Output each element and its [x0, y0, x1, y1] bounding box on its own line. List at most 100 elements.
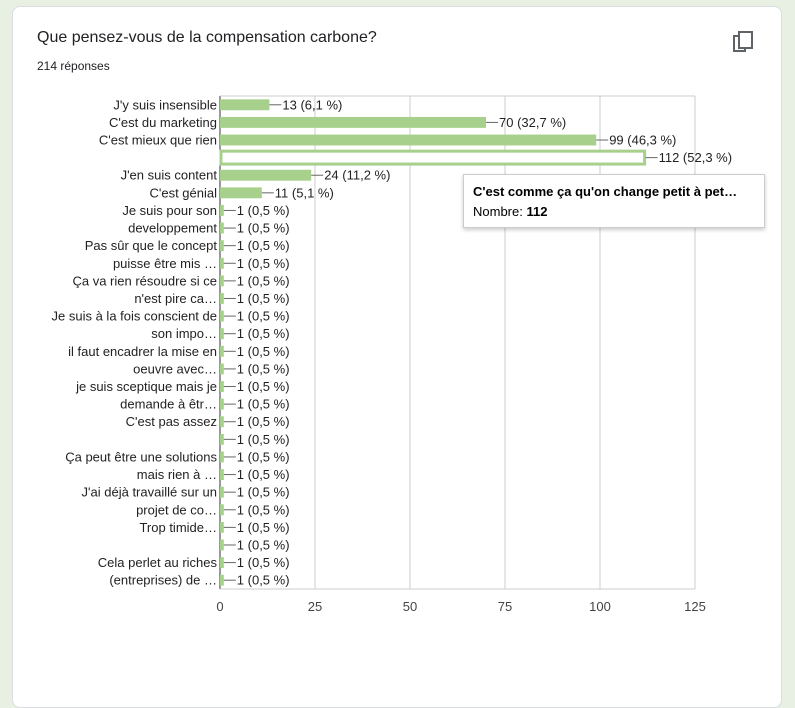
value-label: 1 (0,5 %) — [237, 467, 290, 482]
x-tick-label: 25 — [308, 599, 322, 614]
category-label: J'en suis content — [121, 168, 218, 183]
response-count: 214 réponses — [37, 59, 110, 73]
bar[interactable] — [220, 381, 224, 392]
category-label: n'est pire ca… — [134, 291, 217, 306]
value-label: 1 (0,5 %) — [237, 485, 290, 500]
value-label: 1 (0,5 %) — [237, 256, 290, 271]
value-label: 1 (0,5 %) — [237, 502, 290, 517]
bar[interactable] — [220, 433, 224, 445]
category-label: (entreprises) de … — [109, 573, 217, 588]
category-label: puisse être mis … — [113, 256, 217, 271]
category-label: oeuvre avec… — [133, 361, 217, 376]
copy-icon[interactable] — [731, 29, 757, 55]
category-label: J'y suis insensible — [113, 97, 217, 112]
value-label: 1 (0,5 %) — [237, 432, 290, 447]
value-label: 1 (0,5 %) — [237, 326, 290, 341]
tooltip-value: 112 — [526, 204, 548, 219]
bar[interactable] — [220, 116, 486, 128]
value-label: 1 (0,5 %) — [237, 379, 290, 394]
bar[interactable] — [220, 257, 224, 269]
x-tick-label: 100 — [589, 599, 611, 614]
category-label: developpement — [128, 221, 217, 236]
category-label: Je suis à la fois conscient de — [52, 309, 217, 324]
category-label: projet de co… — [136, 502, 217, 517]
bar[interactable] — [220, 557, 224, 569]
value-label: 24 (11,2 %) — [324, 168, 390, 183]
tooltip-line: Nombre: 112 — [473, 204, 547, 219]
value-label: 1 (0,5 %) — [237, 273, 290, 288]
value-label: 11 (5,1 %) — [275, 185, 334, 200]
value-label: 1 (0,5 %) — [237, 449, 290, 464]
bar[interactable] — [220, 416, 224, 428]
value-label: 70 (32,7 %) — [499, 115, 566, 130]
x-tick-label: 125 — [684, 599, 706, 614]
value-label: 1 (0,5 %) — [237, 291, 290, 306]
category-label: Trop timide… — [139, 520, 217, 535]
bar[interactable] — [220, 486, 224, 498]
value-label: 1 (0,5 %) — [237, 309, 290, 324]
bar[interactable] — [220, 240, 224, 252]
bar-chart: J'y suis insensible C'est du marketing C'e… — [52, 95, 732, 614]
bar[interactable] — [220, 363, 224, 375]
value-label: 1 (0,5 %) — [237, 537, 290, 552]
category-label: C'est mieux que rien — [99, 133, 217, 148]
bar[interactable] — [220, 134, 597, 146]
bar[interactable] — [220, 521, 224, 533]
category-label: Je suis pour son — [122, 203, 217, 218]
question-title: Que pensez-vous de la compensation carbo… — [37, 29, 377, 46]
bars — [219, 99, 647, 586]
bar[interactable] — [220, 275, 224, 287]
category-label: C'est du marketing — [109, 115, 217, 130]
tooltip-label: Nombre: — [473, 204, 527, 219]
category-label: Ça peut être une solutions — [65, 449, 217, 464]
bar[interactable] — [220, 204, 224, 216]
category-label: J'ai déjà travaillé sur un — [82, 485, 217, 500]
value-label: 1 (0,5 %) — [237, 520, 290, 535]
bar[interactable] — [220, 398, 224, 410]
bar[interactable] — [220, 504, 224, 516]
category-label: mais rien à … — [137, 467, 217, 482]
value-label: 112 (52,3 %) — [659, 150, 732, 165]
bar[interactable] — [220, 328, 224, 340]
bar[interactable] — [220, 187, 262, 199]
bar[interactable] — [220, 345, 224, 357]
value-label: 1 (0,5 %) — [237, 221, 290, 236]
value-label: 1 (0,5 %) — [237, 361, 290, 376]
bar[interactable] — [220, 539, 224, 551]
value-labels: 13 (6,1 %) 70 (32,7 %) 99 (46,3 %) 112 (52,… — [223, 97, 732, 588]
value-label: 1 (0,5 %) — [237, 555, 290, 570]
bar[interactable] — [220, 99, 270, 111]
bar[interactable] — [220, 574, 224, 586]
value-label: 1 (0,5 %) — [237, 203, 290, 218]
bar[interactable] — [220, 222, 224, 234]
category-label: C'est pas assez — [126, 414, 217, 429]
bar[interactable] — [220, 310, 224, 322]
bar[interactable] — [220, 169, 312, 181]
bar[interactable] — [220, 451, 224, 463]
bar[interactable] — [220, 293, 224, 304]
category-label: Ça va rien résoudre si ce — [72, 273, 217, 288]
category-label: il faut encadrer la mise en — [68, 344, 217, 359]
value-label: 1 (0,5 %) — [237, 414, 290, 429]
category-label: Pas sûr que le concept — [85, 238, 218, 253]
category-label: je suis sceptique mais je — [75, 379, 217, 394]
bar[interactable] — [220, 469, 224, 481]
category-labels: J'y suis insensible C'est du marketing C'e… — [52, 97, 218, 587]
tooltip-title: C'est comme ça qu'on change petit à pet… — [473, 184, 738, 199]
x-axis-ticks: 0 25 50 75 100 125 — [216, 599, 705, 614]
x-tick-label: 0 — [216, 599, 223, 614]
tooltip: C'est comme ça qu'on change petit à pet…… — [463, 174, 765, 228]
value-label: 99 (46,3 %) — [609, 133, 676, 148]
value-label: 1 (0,5 %) — [237, 397, 290, 412]
x-tick-label: 75 — [498, 599, 512, 614]
value-label: 13 (6,1 %) — [282, 97, 342, 112]
category-label: demande à êtr… — [120, 397, 217, 412]
category-label: Cela perlet au riches — [98, 555, 218, 570]
category-label: son impo… — [151, 326, 217, 341]
value-label: 1 (0,5 %) — [237, 238, 290, 253]
value-label: 1 (0,5 %) — [237, 344, 290, 359]
bar-highlighted[interactable] — [219, 149, 647, 166]
value-label: 1 (0,5 %) — [237, 573, 290, 588]
x-tick-label: 50 — [403, 599, 417, 614]
category-label: C'est génial — [149, 185, 217, 200]
